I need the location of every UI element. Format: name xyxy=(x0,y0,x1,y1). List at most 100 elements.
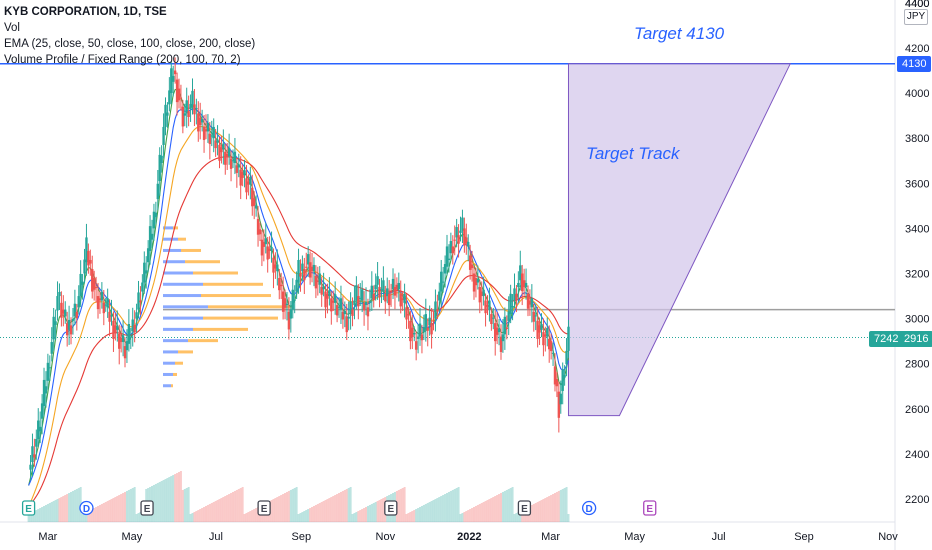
earnings-event-icon[interactable]: E xyxy=(643,500,657,516)
dividend-event-icon[interactable]: D xyxy=(79,500,94,516)
dividend-event-icon[interactable]: D xyxy=(581,500,597,516)
volume-bar xyxy=(241,487,244,522)
volume-bar xyxy=(366,506,369,522)
volume-bar xyxy=(187,487,190,522)
candle-body xyxy=(135,312,138,319)
ema-indicator-label[interactable]: EMA (25, close, 50, close, 100, close, 2… xyxy=(4,38,256,50)
event-letter: D xyxy=(83,504,90,515)
event-letter: D xyxy=(586,504,593,515)
candle-body xyxy=(557,391,561,418)
candle-body xyxy=(133,324,136,333)
currency-badge[interactable]: JPY xyxy=(904,9,928,25)
volume-bar xyxy=(193,512,196,522)
volume-bar xyxy=(457,487,460,522)
candle-body xyxy=(247,181,250,185)
volume-profile-bar xyxy=(203,316,278,320)
candle-body xyxy=(559,393,562,405)
candle-body xyxy=(549,341,553,352)
earnings-event-icon[interactable]: E xyxy=(21,500,36,516)
candle-body xyxy=(482,289,485,297)
candle-body xyxy=(374,284,377,290)
volume-bar xyxy=(434,499,437,522)
candle-body xyxy=(69,325,73,335)
volume-bar xyxy=(272,499,275,522)
volume-bar xyxy=(162,480,165,522)
candle-body xyxy=(426,327,429,331)
candle-body xyxy=(345,316,348,333)
volume-bar xyxy=(341,491,344,522)
candle-body xyxy=(335,305,339,316)
volume-bar xyxy=(284,493,287,522)
candle-body xyxy=(218,144,221,161)
candle-body xyxy=(29,464,32,470)
volume-bar xyxy=(118,495,121,522)
volume-bar xyxy=(122,493,125,522)
candle-body xyxy=(353,300,356,306)
candle-body xyxy=(530,298,534,308)
volume-bar xyxy=(436,498,439,522)
candle-body xyxy=(324,291,327,308)
earnings-event-icon[interactable]: E xyxy=(140,500,154,516)
volume-bar xyxy=(204,506,207,522)
volume-bar xyxy=(334,495,337,522)
volume-bar xyxy=(201,508,204,522)
volume-bar xyxy=(438,497,441,522)
event-letter: E xyxy=(261,504,268,515)
volume-bar xyxy=(50,502,53,522)
candle-body xyxy=(44,386,48,394)
y-tick-label: 3600 xyxy=(905,178,929,190)
candle-body xyxy=(224,151,227,165)
volume-bar xyxy=(206,505,209,522)
candle-body xyxy=(455,227,458,238)
candle-body xyxy=(58,291,61,297)
volume-bar xyxy=(548,496,551,522)
candle-body xyxy=(438,291,441,301)
candle-body xyxy=(264,238,267,245)
volume-bar xyxy=(54,500,57,522)
volume-bar xyxy=(253,509,256,522)
volume-bar xyxy=(125,491,128,522)
candle-body xyxy=(125,341,129,351)
dividend-marker xyxy=(79,500,94,516)
candle-body xyxy=(33,454,36,458)
earnings-event-icon[interactable]: E xyxy=(257,500,271,516)
volume-bar xyxy=(417,508,420,522)
volume-bar xyxy=(164,479,167,522)
candle-body xyxy=(181,106,185,127)
symbol-title[interactable]: KYB CORPORATION, 1D, TSE xyxy=(4,6,167,18)
volume-bar xyxy=(511,487,514,522)
earnings-marker xyxy=(384,500,398,516)
candle-body xyxy=(281,291,285,312)
candle-body xyxy=(548,338,551,350)
candle-body xyxy=(166,112,169,116)
volume-bar xyxy=(498,494,501,522)
candle-body xyxy=(544,334,547,337)
volume-indicator-label[interactable]: Vol xyxy=(4,22,20,34)
candle-body xyxy=(553,366,557,385)
earnings-event-icon[interactable]: E xyxy=(384,500,398,516)
volume-bar xyxy=(486,500,489,522)
candle-body xyxy=(322,286,325,290)
volume-bar xyxy=(89,510,92,522)
candle-body xyxy=(488,300,491,310)
candle-body xyxy=(106,298,109,308)
volume-bar xyxy=(365,507,368,522)
volume-bar xyxy=(503,491,506,522)
volume-bar xyxy=(233,491,236,522)
earnings-event-icon[interactable]: E xyxy=(517,500,532,516)
candle-body xyxy=(235,165,239,173)
event-letter: E xyxy=(387,504,394,515)
volume-bar xyxy=(567,514,570,522)
volume-profile-indicator-label[interactable]: Volume Profile / Fixed Range (200, 100, … xyxy=(4,54,241,66)
candle-body xyxy=(306,254,310,265)
volume-bar xyxy=(176,473,179,522)
candle-body xyxy=(310,266,314,272)
volume-bar xyxy=(561,489,564,522)
volume-bar xyxy=(166,478,169,522)
candle-body xyxy=(179,97,183,99)
volume-profile-bar xyxy=(171,384,173,388)
candle-body xyxy=(513,288,516,301)
ema-200-line xyxy=(28,156,569,507)
y-tick-label: 2800 xyxy=(905,359,929,371)
